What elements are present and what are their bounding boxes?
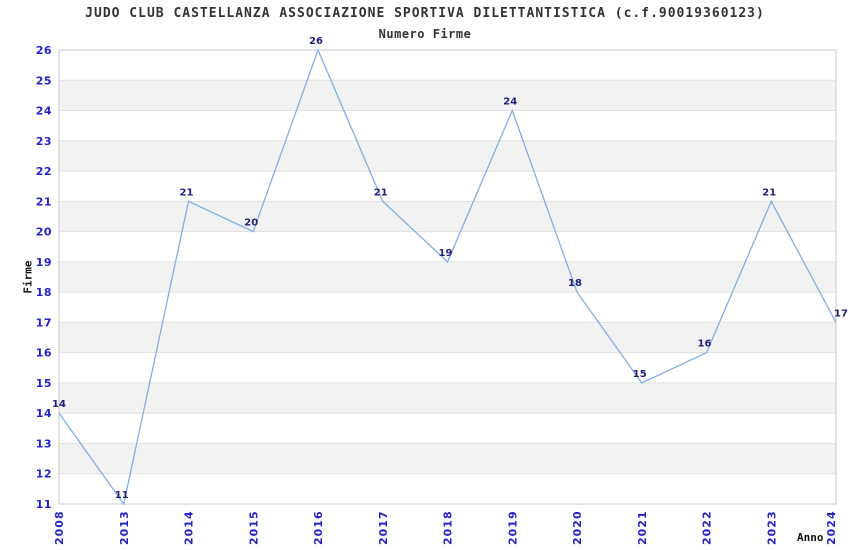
- y-tick-label: 14: [36, 407, 52, 420]
- plot-band: [59, 443, 836, 474]
- y-tick-label: 16: [36, 347, 52, 360]
- chart-title: JUDO CLUB CASTELLANZA ASSOCIAZIONE SPORT…: [85, 6, 765, 21]
- plot-band: [59, 201, 836, 232]
- plot-border: [58, 49, 837, 505]
- data-label: 20: [244, 218, 258, 229]
- y-tick-label: 23: [36, 135, 52, 148]
- data-label: 17: [834, 308, 848, 319]
- y-tick-label: 12: [36, 468, 52, 481]
- x-tick-label: 2018: [442, 510, 455, 545]
- plot-band: [59, 80, 836, 111]
- y-tick-label: 21: [36, 195, 52, 208]
- plot-band: [59, 322, 836, 353]
- data-label: 24: [503, 97, 517, 108]
- y-tick-label: 13: [36, 437, 52, 450]
- x-tick-label: 2023: [765, 510, 778, 545]
- x-axis-title: Anno: [797, 531, 824, 544]
- chart-subtitle: Numero Firme: [378, 27, 472, 41]
- data-label: 19: [439, 248, 453, 259]
- y-tick-label: 19: [36, 256, 52, 269]
- data-label: 16: [698, 339, 712, 350]
- data-label: 18: [568, 278, 582, 289]
- data-label: 15: [633, 369, 647, 380]
- x-tick-label: 2017: [377, 510, 390, 545]
- x-tick-label: 2020: [571, 510, 584, 545]
- plot-band: [59, 261, 836, 293]
- data-label: 11: [115, 490, 129, 501]
- x-tick-label: 2024: [825, 510, 838, 545]
- plot-band: [59, 140, 836, 172]
- data-label: 26: [309, 36, 323, 47]
- x-tick-label: 2015: [247, 510, 260, 545]
- x-tick-label: 2019: [506, 510, 519, 545]
- y-tick-label: 15: [36, 377, 52, 390]
- x-tick-label: 2014: [183, 510, 196, 545]
- y-tick-label: 18: [36, 286, 52, 299]
- y-tick-label: 17: [36, 316, 52, 329]
- x-tick-label: 2008: [53, 510, 66, 545]
- plot-band: [59, 382, 836, 414]
- x-tick-label: 2016: [312, 510, 325, 545]
- y-tick-label: 22: [36, 165, 52, 178]
- data-label: 21: [180, 187, 194, 198]
- y-tick-label: 11: [36, 498, 52, 511]
- y-tick-label: 25: [36, 74, 52, 87]
- data-label: 21: [762, 187, 776, 198]
- y-tick-label: 24: [36, 105, 52, 118]
- data-label: 14: [52, 399, 66, 410]
- x-tick-label: 2021: [636, 510, 649, 545]
- x-tick-label: 2013: [118, 510, 131, 545]
- data-label: 21: [374, 187, 388, 198]
- series-line: [58, 48, 837, 506]
- y-tick-label: 20: [36, 226, 52, 239]
- y-tick-label: 26: [36, 44, 52, 57]
- x-tick-label: 2022: [701, 510, 714, 545]
